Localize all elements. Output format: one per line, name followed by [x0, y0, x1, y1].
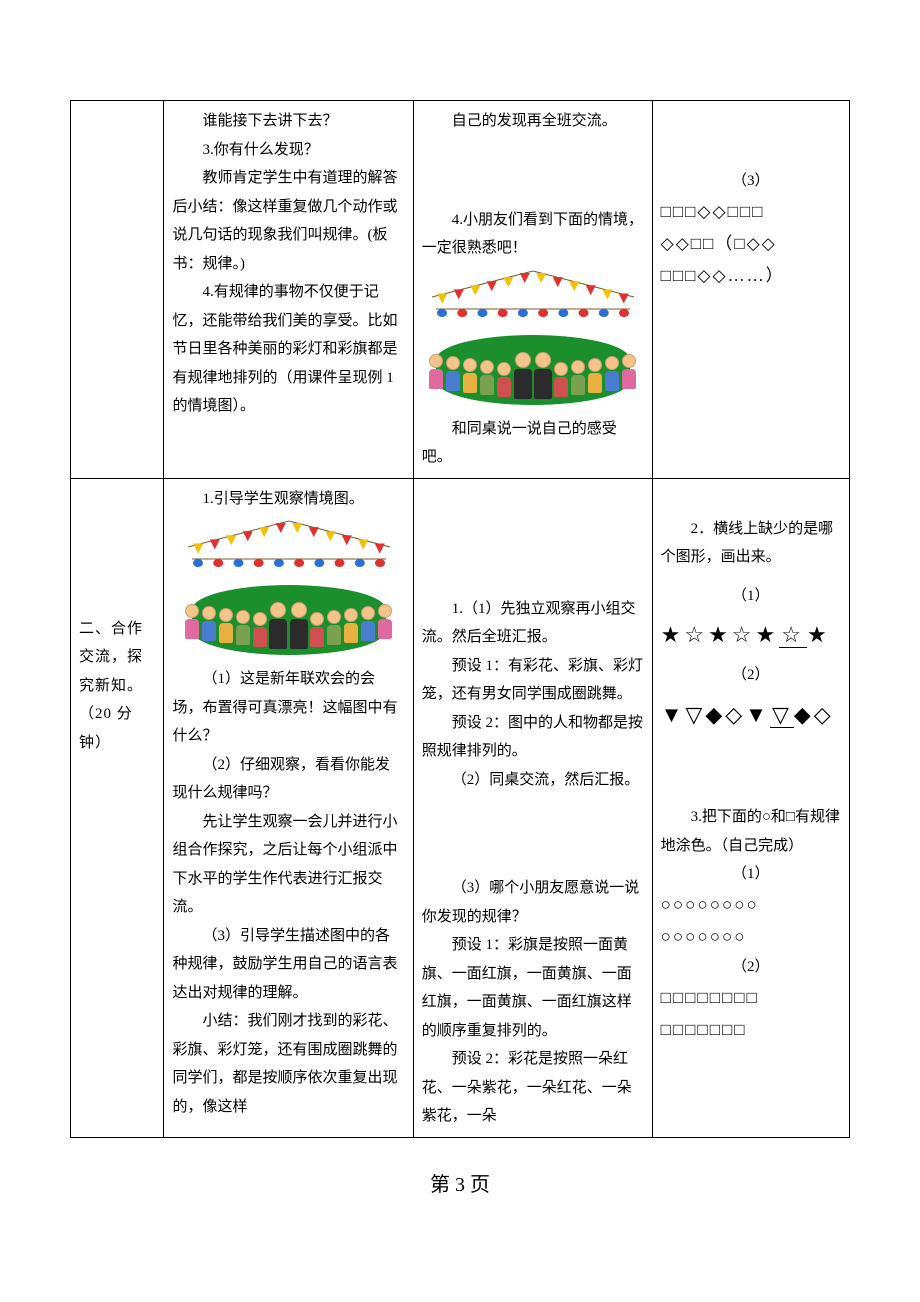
text: （3）引导学生描述图中的各种规律，鼓励学生用自己的语言表达出对规律的理解。 — [172, 922, 404, 1008]
page-footer: 第 3 页 — [70, 1168, 850, 1197]
exercise-title: 3.把下面的○和□有规律地涂色。（自己完成） — [661, 803, 841, 860]
text: （3）哪个小朋友愿意说一说你发现的规律？ — [422, 874, 644, 931]
text: 预设 2：彩花是按照一朵红花、一朵紫花，一朵红花、一朵紫花，一朵 — [422, 1045, 644, 1131]
text: （2）仔细观察，看看你能发现什么规律吗？ — [172, 751, 404, 808]
text: 小结：我们刚才找到的彩花、彩旗、彩灯笼，还有围成圈跳舞的同学们，都是按顺序依次重… — [172, 1007, 404, 1121]
text: 预设 2：图中的人和物都是按照规律排列的。 — [422, 709, 644, 766]
pattern-line: ▼▽◆◇▼▽◆◇ — [661, 696, 841, 733]
text: 4.有规律的事物不仅便于记忆，还能带给我们美的享受。比如节日里各种美丽的彩灯和彩… — [172, 278, 404, 421]
exercise-label: （1） — [661, 860, 841, 889]
row1-col2: 谁能接下去讲下去？ 3.你有什么发现？ 教师肯定学生中有道理的解答后小结：像这样… — [164, 101, 413, 479]
text: 自己的发现再全班交流。 — [422, 107, 644, 136]
party-scene-illustration — [184, 519, 394, 659]
exercise-title: 2．横线上缺少的是哪个图形，画出来。 — [661, 515, 841, 572]
lesson-table: 谁能接下去讲下去？ 3.你有什么发现？ 教师肯定学生中有道理的解答后小结：像这样… — [70, 100, 850, 1138]
pattern-line: □□□◇◇□□□ — [661, 196, 841, 228]
pattern-blank: ☆ — [779, 622, 807, 648]
pattern-part: ★ — [807, 622, 831, 647]
pattern-line: □□□◇◇……） — [661, 260, 841, 292]
row1-col4: （3） □□□◇◇□□□ ◇◇□□（□◇◇ □□□◇◇……） — [652, 101, 849, 479]
row2-col4: 2．横线上缺少的是哪个图形，画出来。 （1） ★☆★☆★☆★ （2） ▼▽◆◇▼… — [652, 478, 849, 1137]
text: 先让学生观察一会儿并进行小组合作探究，之后让每个小组派中下水平的学生作代表进行汇… — [172, 808, 404, 922]
exercise-label: （2） — [661, 661, 841, 690]
text: 预设 1：彩旗是按照一面黄旗、一面红旗，一面黄旗、一面红旗，一面黄旗、一面红旗这… — [422, 931, 644, 1045]
row2-col2: 1.引导学生观察情境图。 （1）这是新年联欢会的会场，布置得可真漂亮！这幅图中有… — [164, 478, 413, 1137]
text: 3.你有什么发现？ — [172, 136, 404, 165]
pattern-blank: ▽ — [770, 702, 794, 728]
section-title: 二、合作交流，探究新知。 — [79, 615, 155, 701]
pattern-part: ◇◇□□（ — [661, 234, 735, 253]
pattern-part: ▼▽◆◇▼ — [661, 702, 770, 727]
pattern-part: ◆◇ — [794, 702, 834, 727]
pattern-part: ★☆★☆★ — [661, 622, 780, 647]
pattern-line: □□□□□□□ — [661, 1014, 841, 1046]
party-scene-illustration — [428, 269, 638, 409]
table-row: 谁能接下去讲下去？ 3.你有什么发现？ 教师肯定学生中有道理的解答后小结：像这样… — [71, 101, 850, 479]
text: 谁能接下去讲下去？ — [172, 107, 404, 136]
pattern-line: ○○○○○○○○ — [661, 889, 841, 921]
row2-col1: 二、合作交流，探究新知。 （20 分钟） — [71, 478, 164, 1137]
text: 1.引导学生观察情境图。 — [172, 485, 404, 514]
row1-col3: 自己的发现再全班交流。 4.小朋友们看到下面的情境，一定很熟悉吧！ 和同桌说一说… — [413, 101, 652, 479]
text: （1）这是新年联欢会的会场，布置得可真漂亮！这幅图中有什么？ — [172, 665, 404, 751]
table-row: 二、合作交流，探究新知。 （20 分钟） 1.引导学生观察情境图。 （1）这是新… — [71, 478, 850, 1137]
text: 4.小朋友们看到下面的情境，一定很熟悉吧！ — [422, 206, 644, 263]
text: 1.（1）先独立观察再小组交流。然后全班汇报。 — [422, 595, 644, 652]
pattern-line: ◇◇□□（□◇◇ — [661, 228, 841, 260]
text: （2）同桌交流，然后汇报。 — [422, 766, 644, 795]
row1-col1 — [71, 101, 164, 479]
exercise-label: （1） — [661, 582, 841, 611]
section-duration: （20 分钟） — [79, 700, 155, 757]
pattern-line: □□□□□□□□ — [661, 982, 841, 1014]
row2-col3: 1.（1）先独立观察再小组交流。然后全班汇报。 预设 1：有彩花、彩旗、彩灯笼，… — [413, 478, 652, 1137]
text: 和同桌说一说自己的感受吧。 — [422, 415, 644, 472]
pattern-line: ★☆★☆★☆★ — [661, 616, 841, 653]
text: 教师肯定学生中有道理的解答后小结：像这样重复做几个动作或说几句话的现象我们叫规律… — [172, 164, 404, 278]
pattern-part: □◇◇ — [734, 234, 776, 253]
text: 预设 1：有彩花、彩旗、彩灯笼，还有男女同学围成圈跳舞。 — [422, 652, 644, 709]
exercise-label: （2） — [661, 953, 841, 982]
pattern-line: ○○○○○○○ — [661, 921, 841, 953]
exercise-label: （3） — [661, 167, 841, 196]
document-page: 谁能接下去讲下去？ 3.你有什么发现？ 教师肯定学生中有道理的解答后小结：像这样… — [0, 0, 920, 1297]
